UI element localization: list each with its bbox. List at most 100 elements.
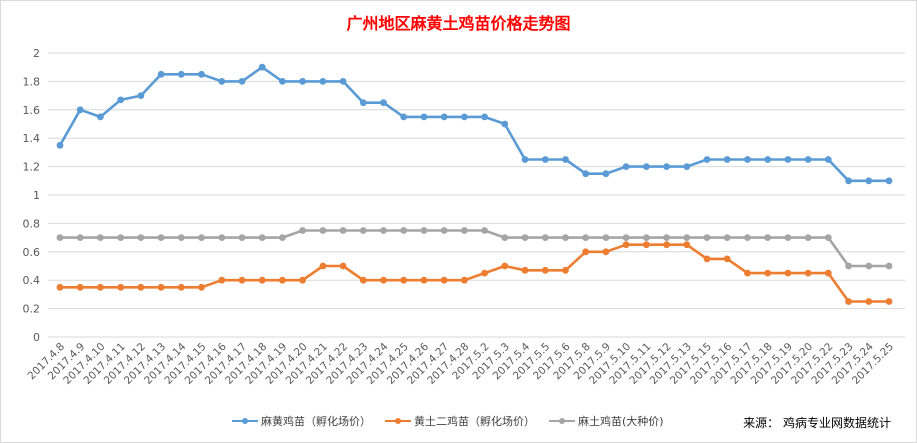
data-point — [420, 227, 428, 234]
data-point — [723, 234, 731, 242]
data-point — [845, 262, 852, 270]
legend-label: 黄土二鸡苗（孵化场价） — [414, 415, 535, 428]
data-point — [117, 96, 125, 104]
data-point — [258, 63, 266, 71]
data-point — [97, 283, 104, 291]
data-point — [299, 78, 306, 85]
data-point — [76, 234, 84, 242]
data-point — [319, 262, 327, 270]
data-point — [703, 234, 711, 242]
data-point — [319, 227, 327, 234]
y-tick-label: 1.8 — [23, 75, 41, 88]
data-point — [541, 234, 549, 242]
data-point — [804, 269, 812, 277]
data-point — [824, 156, 832, 163]
data-point — [380, 276, 387, 284]
data-point — [521, 234, 529, 242]
data-point — [683, 163, 691, 171]
data-point — [481, 227, 488, 234]
legend-swatch — [385, 416, 411, 426]
data-point — [299, 227, 306, 234]
data-point — [279, 234, 286, 242]
y-tick-label: 0.2 — [23, 303, 41, 316]
data-point — [643, 241, 650, 249]
series-group — [56, 63, 893, 305]
data-point — [76, 283, 84, 291]
data-point — [177, 70, 185, 78]
legend-item: 麻黄鸡苗（孵化场价） — [232, 413, 371, 429]
y-tick-label: 0.8 — [23, 217, 41, 230]
data-point — [885, 262, 893, 270]
gridlines — [48, 52, 905, 338]
data-point — [723, 255, 731, 263]
data-point — [764, 156, 772, 163]
data-point — [744, 156, 751, 163]
y-tick-label: 1 — [33, 189, 40, 202]
data-point — [885, 298, 893, 305]
y-tick-label: 0 — [33, 331, 40, 344]
chart-title: 广州地区麻黄土鸡苗价格走势图 — [346, 14, 571, 33]
data-point — [602, 248, 610, 256]
data-point — [703, 156, 711, 163]
data-point — [380, 99, 387, 107]
data-point — [521, 266, 529, 274]
data-point — [258, 234, 266, 242]
data-point — [440, 276, 448, 284]
data-point — [885, 177, 893, 185]
data-point — [56, 283, 64, 291]
data-point — [56, 234, 64, 242]
data-point — [461, 227, 468, 234]
data-point — [137, 283, 145, 291]
data-point — [582, 170, 590, 178]
data-point — [461, 276, 468, 284]
data-point — [238, 276, 246, 284]
data-point — [562, 156, 569, 163]
data-point — [521, 156, 529, 163]
data-point — [339, 78, 347, 85]
data-point — [481, 269, 488, 277]
series-1 — [56, 63, 893, 185]
data-point — [602, 170, 610, 178]
data-point — [622, 241, 630, 249]
data-point — [582, 248, 590, 256]
data-point — [562, 234, 569, 242]
series-line — [58, 65, 889, 183]
data-point — [400, 276, 408, 284]
data-point — [400, 113, 408, 121]
data-point — [622, 163, 630, 171]
y-tick-label: 1.4 — [23, 132, 41, 145]
data-point — [177, 234, 185, 242]
data-point — [683, 241, 691, 249]
data-point — [865, 262, 873, 270]
data-point — [157, 283, 165, 291]
data-point — [97, 113, 104, 121]
data-point — [501, 234, 509, 242]
data-point — [420, 276, 428, 284]
data-point — [602, 234, 610, 242]
y-tick-label: 1.2 — [23, 161, 41, 174]
data-point — [56, 141, 64, 149]
legend-swatch — [232, 416, 258, 426]
data-point — [258, 276, 266, 284]
data-point — [198, 70, 205, 78]
x-axis-ticks: 2017.4.82017.4.92017.4.102017.4.112017.4… — [26, 340, 897, 387]
data-point — [157, 234, 165, 242]
source-note: 来源： 鸡病专业网数据统计 — [743, 416, 891, 430]
data-point — [440, 113, 448, 121]
data-point — [744, 234, 751, 242]
data-point — [845, 298, 852, 305]
data-point — [238, 234, 246, 242]
data-point — [541, 266, 549, 274]
data-point — [339, 262, 347, 270]
legend-item: 麻土鸡苗(大种价) — [549, 413, 664, 429]
data-point — [501, 120, 509, 128]
data-point — [764, 234, 772, 242]
data-point — [238, 78, 246, 85]
data-point — [683, 234, 691, 242]
data-point — [562, 266, 569, 274]
data-point — [643, 234, 650, 242]
data-point — [501, 262, 509, 270]
legend: 麻黄鸡苗（孵化场价） 黄土二鸡苗（孵化场价） 麻土鸡苗(大种价) — [232, 413, 678, 429]
